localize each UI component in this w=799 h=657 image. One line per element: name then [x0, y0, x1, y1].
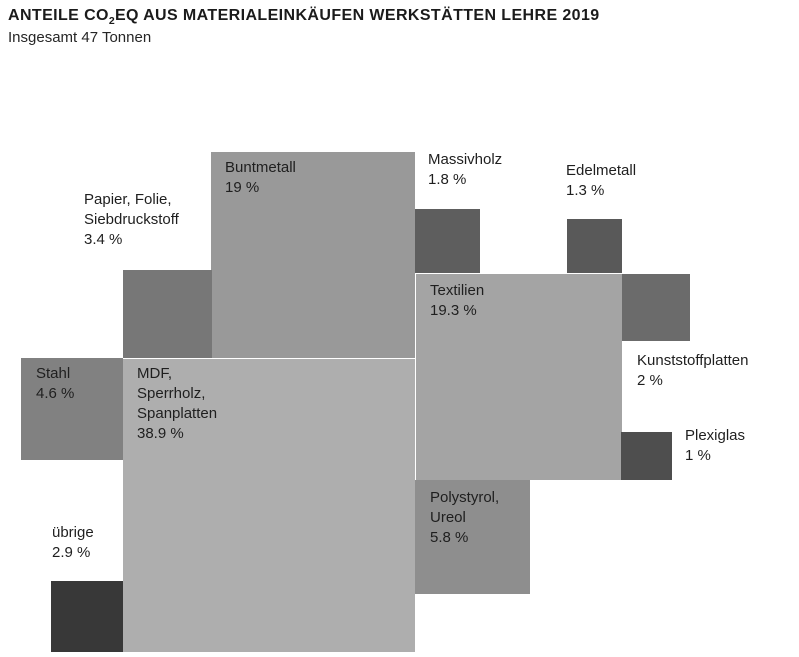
label-line: Papier, Folie,	[84, 191, 172, 208]
label-line: 19 %	[225, 179, 260, 196]
label-buntmetall: Buntmetall 19 %	[225, 158, 296, 198]
square-edelmetall	[567, 219, 622, 273]
label-line: Kunststoffplatten	[637, 352, 749, 369]
label-edelmetall: Edelmetall 1.3 %	[566, 161, 636, 201]
label-line: MDF,	[137, 365, 172, 382]
label-mdf: MDF, Sperrholz, Spanplatten 38.9 %	[137, 364, 217, 444]
square-uebrige	[51, 581, 123, 652]
square-polystyrol	[415, 480, 530, 594]
label-line: 1 %	[685, 447, 711, 464]
square-kunststoffplatten	[622, 274, 690, 341]
label-line: 1.3 %	[566, 182, 605, 199]
label-line: Textilien	[430, 282, 485, 299]
square-stahl	[21, 358, 123, 460]
label-kunststoffplatten: Kunststoffplatten 2 %	[637, 351, 748, 391]
label-line: 19.3 %	[430, 302, 477, 319]
label-uebrige: übrige 2.9 %	[52, 523, 94, 563]
label-line: Siebdruckstoff	[84, 211, 179, 228]
square-mdf	[123, 359, 415, 652]
title-suffix: EQ AUS MATERIALEINKÄUFEN WERKSTÄTTEN LEH…	[114, 7, 600, 24]
label-line: 3.4 %	[84, 231, 123, 248]
label-line: Massivholz	[428, 151, 503, 168]
square-buntmetall	[211, 152, 415, 358]
label-line: Ureol	[430, 509, 466, 526]
label-line: Polystyrol,	[430, 489, 500, 506]
label-textilien: Textilien 19.3 %	[430, 281, 484, 321]
label-line: 2.9 %	[52, 544, 91, 561]
title-subscript: 2	[108, 15, 115, 27]
label-line: Edelmetall	[566, 162, 637, 179]
label-line: 4.6 %	[36, 385, 75, 402]
label-line: Buntmetall	[225, 159, 296, 176]
label-stahl: Stahl 4.6 %	[36, 364, 74, 404]
label-line: 1.8 %	[428, 171, 467, 188]
label-line: 38.9 %	[137, 425, 184, 442]
label-line: 5.8 %	[430, 529, 469, 546]
label-massivholz: Massivholz 1.8 %	[428, 150, 502, 190]
label-line: Spanplatten	[137, 405, 218, 422]
label-papier: Papier, Folie, Siebdruckstoff 3.4 %	[84, 190, 179, 250]
chart-title: ANTEILE CO2EQ AUS MATERIALEINKÄUFEN WERK…	[8, 6, 600, 31]
label-plexiglas: Plexiglas 1 %	[685, 426, 745, 466]
label-line: Stahl	[36, 365, 71, 382]
square-massivholz	[415, 209, 480, 273]
label-line: 2 %	[637, 372, 663, 389]
title-prefix: ANTEILE CO	[8, 7, 109, 24]
label-line: Sperrholz,	[137, 385, 206, 402]
square-textilien	[416, 274, 622, 480]
square-papier	[123, 270, 212, 358]
label-polystyrol: Polystyrol, Ureol 5.8 %	[430, 488, 499, 548]
chart-subtitle: Insgesamt 47 Tonnen	[8, 29, 152, 46]
label-line: Plexiglas	[685, 427, 746, 444]
square-plexiglas	[621, 432, 672, 480]
label-line: übrige	[52, 524, 94, 541]
